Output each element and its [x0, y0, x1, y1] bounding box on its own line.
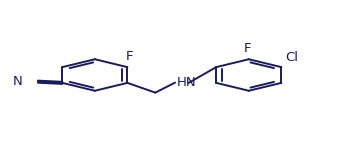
Text: HN: HN [176, 76, 196, 89]
Text: Cl: Cl [286, 51, 299, 64]
Text: N: N [13, 75, 22, 88]
Text: F: F [243, 42, 251, 56]
Text: F: F [125, 50, 133, 63]
